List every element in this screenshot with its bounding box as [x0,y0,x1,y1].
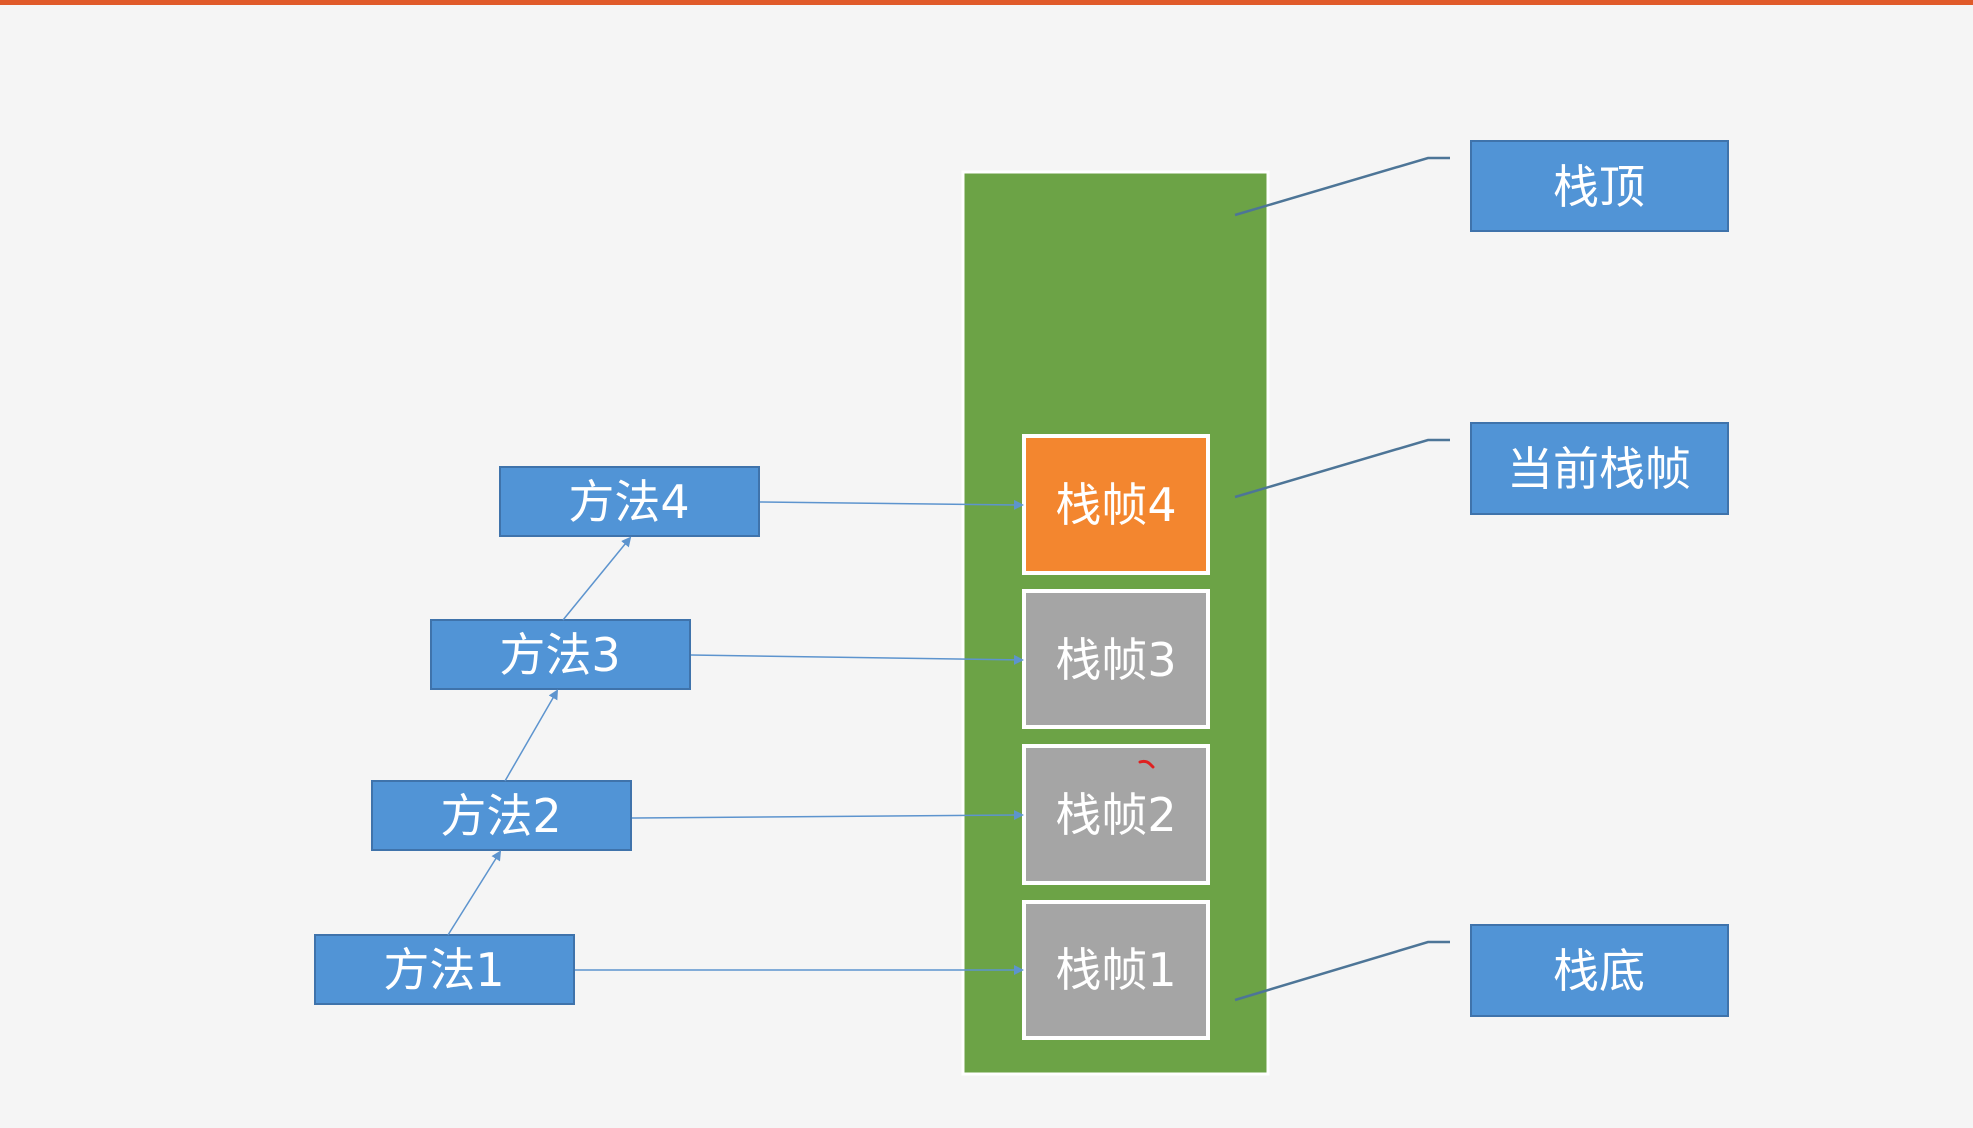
stack-frame-2: 栈帧2 [1022,744,1210,885]
callout-stack-top-box [1470,140,1729,232]
pen-mark [1138,759,1155,769]
arrow-method-2-to-frame-2 [631,810,1024,821]
method-4-box [499,466,760,537]
method-1-label: 方法1 [383,943,504,997]
callout-current-frame-label: 当前栈帧 [1507,442,1691,496]
arrow-method-2-to-method-3 [504,689,559,782]
callout-stack-bottom: 栈底 [1470,924,1729,1017]
callout-stack-top-label: 栈顶 [1553,160,1645,214]
method-4: 方法4 [499,466,760,537]
frame-4-box [1022,434,1210,575]
frame-3-box [1022,589,1210,729]
method-3: 方法3 [430,619,691,690]
frame-3-label: 栈帧3 [1055,633,1176,687]
stack-frame-1: 栈帧1 [1022,900,1210,1040]
arrow-method-3-to-frame-3 [690,654,1024,665]
method-1-box [314,934,575,1005]
callout-current-frame-box [1470,422,1729,515]
method-1: 方法1 [314,934,575,1005]
callout-current-frame: 当前栈帧 [1470,422,1729,515]
method-3-box [430,619,691,690]
stack-frame-3: 栈帧3 [1022,589,1210,729]
callout-stack-top: 栈顶 [1470,140,1729,232]
connector-stack-bottom [1234,940,1450,1002]
arrow-method-1-to-method-2 [447,850,502,936]
method-2-label: 方法2 [440,789,561,843]
frame-1-box [1022,900,1210,1040]
frame-1-label: 栈帧1 [1055,943,1176,997]
connector-current-frame [1234,438,1450,499]
callout-stack-bottom-label: 栈底 [1553,944,1645,998]
frame-2-box [1022,744,1210,885]
method-4-label: 方法4 [568,475,689,529]
stack-frame-4: 栈帧4 [1022,434,1210,575]
accent-bar [0,0,1973,5]
arrow-method-4-to-frame-4 [759,499,1024,510]
callout-stack-bottom-box [1470,924,1729,1017]
method-2-box [371,780,632,851]
connector-stack-top [1234,156,1450,217]
frame-2-label: 栈帧2 [1055,788,1176,842]
arrow-method-3-to-method-4 [562,536,632,621]
frame-4-label: 栈帧4 [1055,478,1176,532]
method-2: 方法2 [371,780,632,851]
method-3-label: 方法3 [499,628,620,682]
